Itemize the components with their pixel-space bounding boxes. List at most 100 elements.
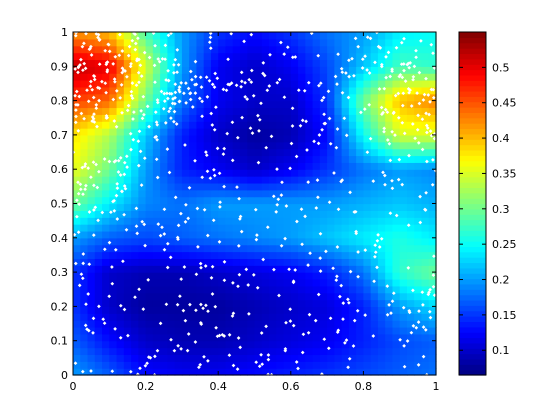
heatmap-cell xyxy=(421,128,430,136)
heatmap-cell xyxy=(196,45,205,54)
heatmap-cell xyxy=(327,368,335,376)
heatmap-cell xyxy=(254,237,263,246)
heatmap-cell xyxy=(167,93,176,102)
heatmap-cell xyxy=(174,162,183,170)
heatmap-cell xyxy=(406,141,415,150)
heatmap-cell xyxy=(334,313,343,321)
heatmap-cell xyxy=(73,258,81,266)
heatmap-cell xyxy=(327,333,335,342)
scatter-point xyxy=(129,61,133,66)
heatmap-cell xyxy=(363,196,372,205)
heatmap-cell xyxy=(261,320,270,328)
heatmap-cell xyxy=(145,93,154,102)
scatter-point xyxy=(396,115,401,120)
heatmap-cell xyxy=(385,52,394,61)
heatmap-cell xyxy=(421,313,430,321)
heatmap-cell xyxy=(138,80,147,88)
heatmap-cell xyxy=(305,155,314,163)
heatmap-cell xyxy=(152,203,161,211)
heatmap-cell xyxy=(247,278,256,287)
scatter-point xyxy=(320,98,324,103)
scatter-point xyxy=(222,146,227,151)
scatter-point xyxy=(354,231,359,236)
heatmap-cell xyxy=(406,306,415,314)
heatmap-cell xyxy=(341,326,350,335)
heatmap-cell xyxy=(406,272,415,280)
scatter-point xyxy=(418,220,423,225)
heatmap-cell xyxy=(232,169,241,177)
heatmap-cell xyxy=(160,114,168,122)
heatmap-cell xyxy=(363,100,372,109)
scatter-point xyxy=(134,206,139,211)
heatmap-cell xyxy=(167,313,176,321)
heatmap-cell xyxy=(269,224,277,232)
heatmap-cell xyxy=(174,107,183,115)
heatmap-cell xyxy=(363,162,372,170)
heatmap-cell xyxy=(348,73,357,81)
scatter-point xyxy=(382,173,387,178)
heatmap-cell xyxy=(94,80,103,88)
heatmap-cell xyxy=(341,237,350,246)
heatmap-cell xyxy=(348,80,357,88)
heatmap-cell xyxy=(399,272,408,280)
heatmap-cell xyxy=(254,313,263,321)
scatter-point xyxy=(229,31,234,36)
heatmap-cell xyxy=(196,155,205,163)
heatmap-cell xyxy=(298,148,306,157)
heatmap-cell xyxy=(283,244,292,253)
heatmap-cell xyxy=(152,32,161,40)
heatmap-cell xyxy=(116,100,125,109)
colorbar-swatch xyxy=(459,251,486,258)
heatmap-cell xyxy=(356,169,364,177)
heatmap-cell xyxy=(327,306,335,314)
scatter-point xyxy=(401,91,406,96)
scatter-point xyxy=(72,232,77,237)
scatter-point xyxy=(113,54,118,59)
heatmap-cell xyxy=(181,278,190,287)
heatmap-cell xyxy=(196,80,205,88)
heatmap-cell xyxy=(167,141,176,150)
heatmap-cell xyxy=(334,107,343,115)
heatmap-cell xyxy=(123,326,132,335)
heatmap-cell xyxy=(261,155,270,163)
heatmap-cell xyxy=(145,326,154,335)
heatmap-cell xyxy=(392,66,401,74)
heatmap-cell xyxy=(276,299,285,307)
heatmap-cell xyxy=(102,45,110,54)
heatmap-cell xyxy=(414,169,423,177)
scatter-point xyxy=(348,190,352,195)
scatter-point xyxy=(126,333,130,338)
heatmap-cell xyxy=(312,114,321,122)
heatmap-cell xyxy=(370,189,379,198)
heatmap-cell xyxy=(261,326,270,335)
heatmap-cell xyxy=(138,32,147,40)
heatmap-cell xyxy=(327,361,335,369)
heatmap-cell xyxy=(348,52,357,61)
scatter-point xyxy=(155,137,159,142)
heatmap-cell xyxy=(406,196,415,205)
heatmap-cell xyxy=(269,73,277,81)
scatter-point xyxy=(396,91,401,96)
heatmap-cell xyxy=(428,148,437,157)
heatmap-cell xyxy=(312,100,321,109)
heatmap-cell xyxy=(298,114,306,122)
heatmap-cell xyxy=(181,73,190,81)
heatmap-cell xyxy=(189,32,198,40)
scatter-point xyxy=(200,99,204,104)
heatmap-cell xyxy=(363,155,372,163)
scatter-point xyxy=(113,79,117,84)
scatter-point xyxy=(413,136,417,141)
heatmap-cell xyxy=(334,368,343,376)
heatmap-cell xyxy=(160,272,168,280)
scatter-point xyxy=(275,167,279,171)
heatmap-cell xyxy=(116,80,125,88)
heatmap-cell xyxy=(218,224,227,232)
heatmap-cell xyxy=(73,148,81,157)
heatmap-cell xyxy=(298,237,306,246)
heatmap-cell xyxy=(334,32,343,40)
x-axis: 0 0.2 0.4 0.6 0.8 1 xyxy=(70,32,440,393)
heatmap-cell xyxy=(152,45,161,54)
heatmap-cell xyxy=(327,272,335,280)
heatmap-cell xyxy=(167,354,176,362)
heatmap-cell xyxy=(298,162,306,170)
